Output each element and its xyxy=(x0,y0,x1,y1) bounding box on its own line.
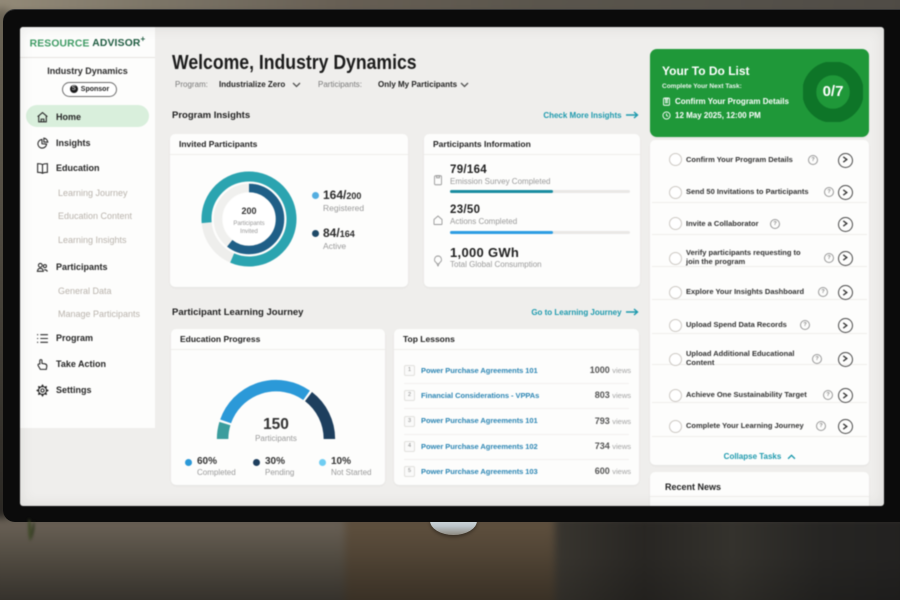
svg-text:Invited: Invited xyxy=(240,229,258,235)
svg-text:Participants: Participants xyxy=(233,221,264,227)
svg-text:200: 200 xyxy=(241,206,256,216)
